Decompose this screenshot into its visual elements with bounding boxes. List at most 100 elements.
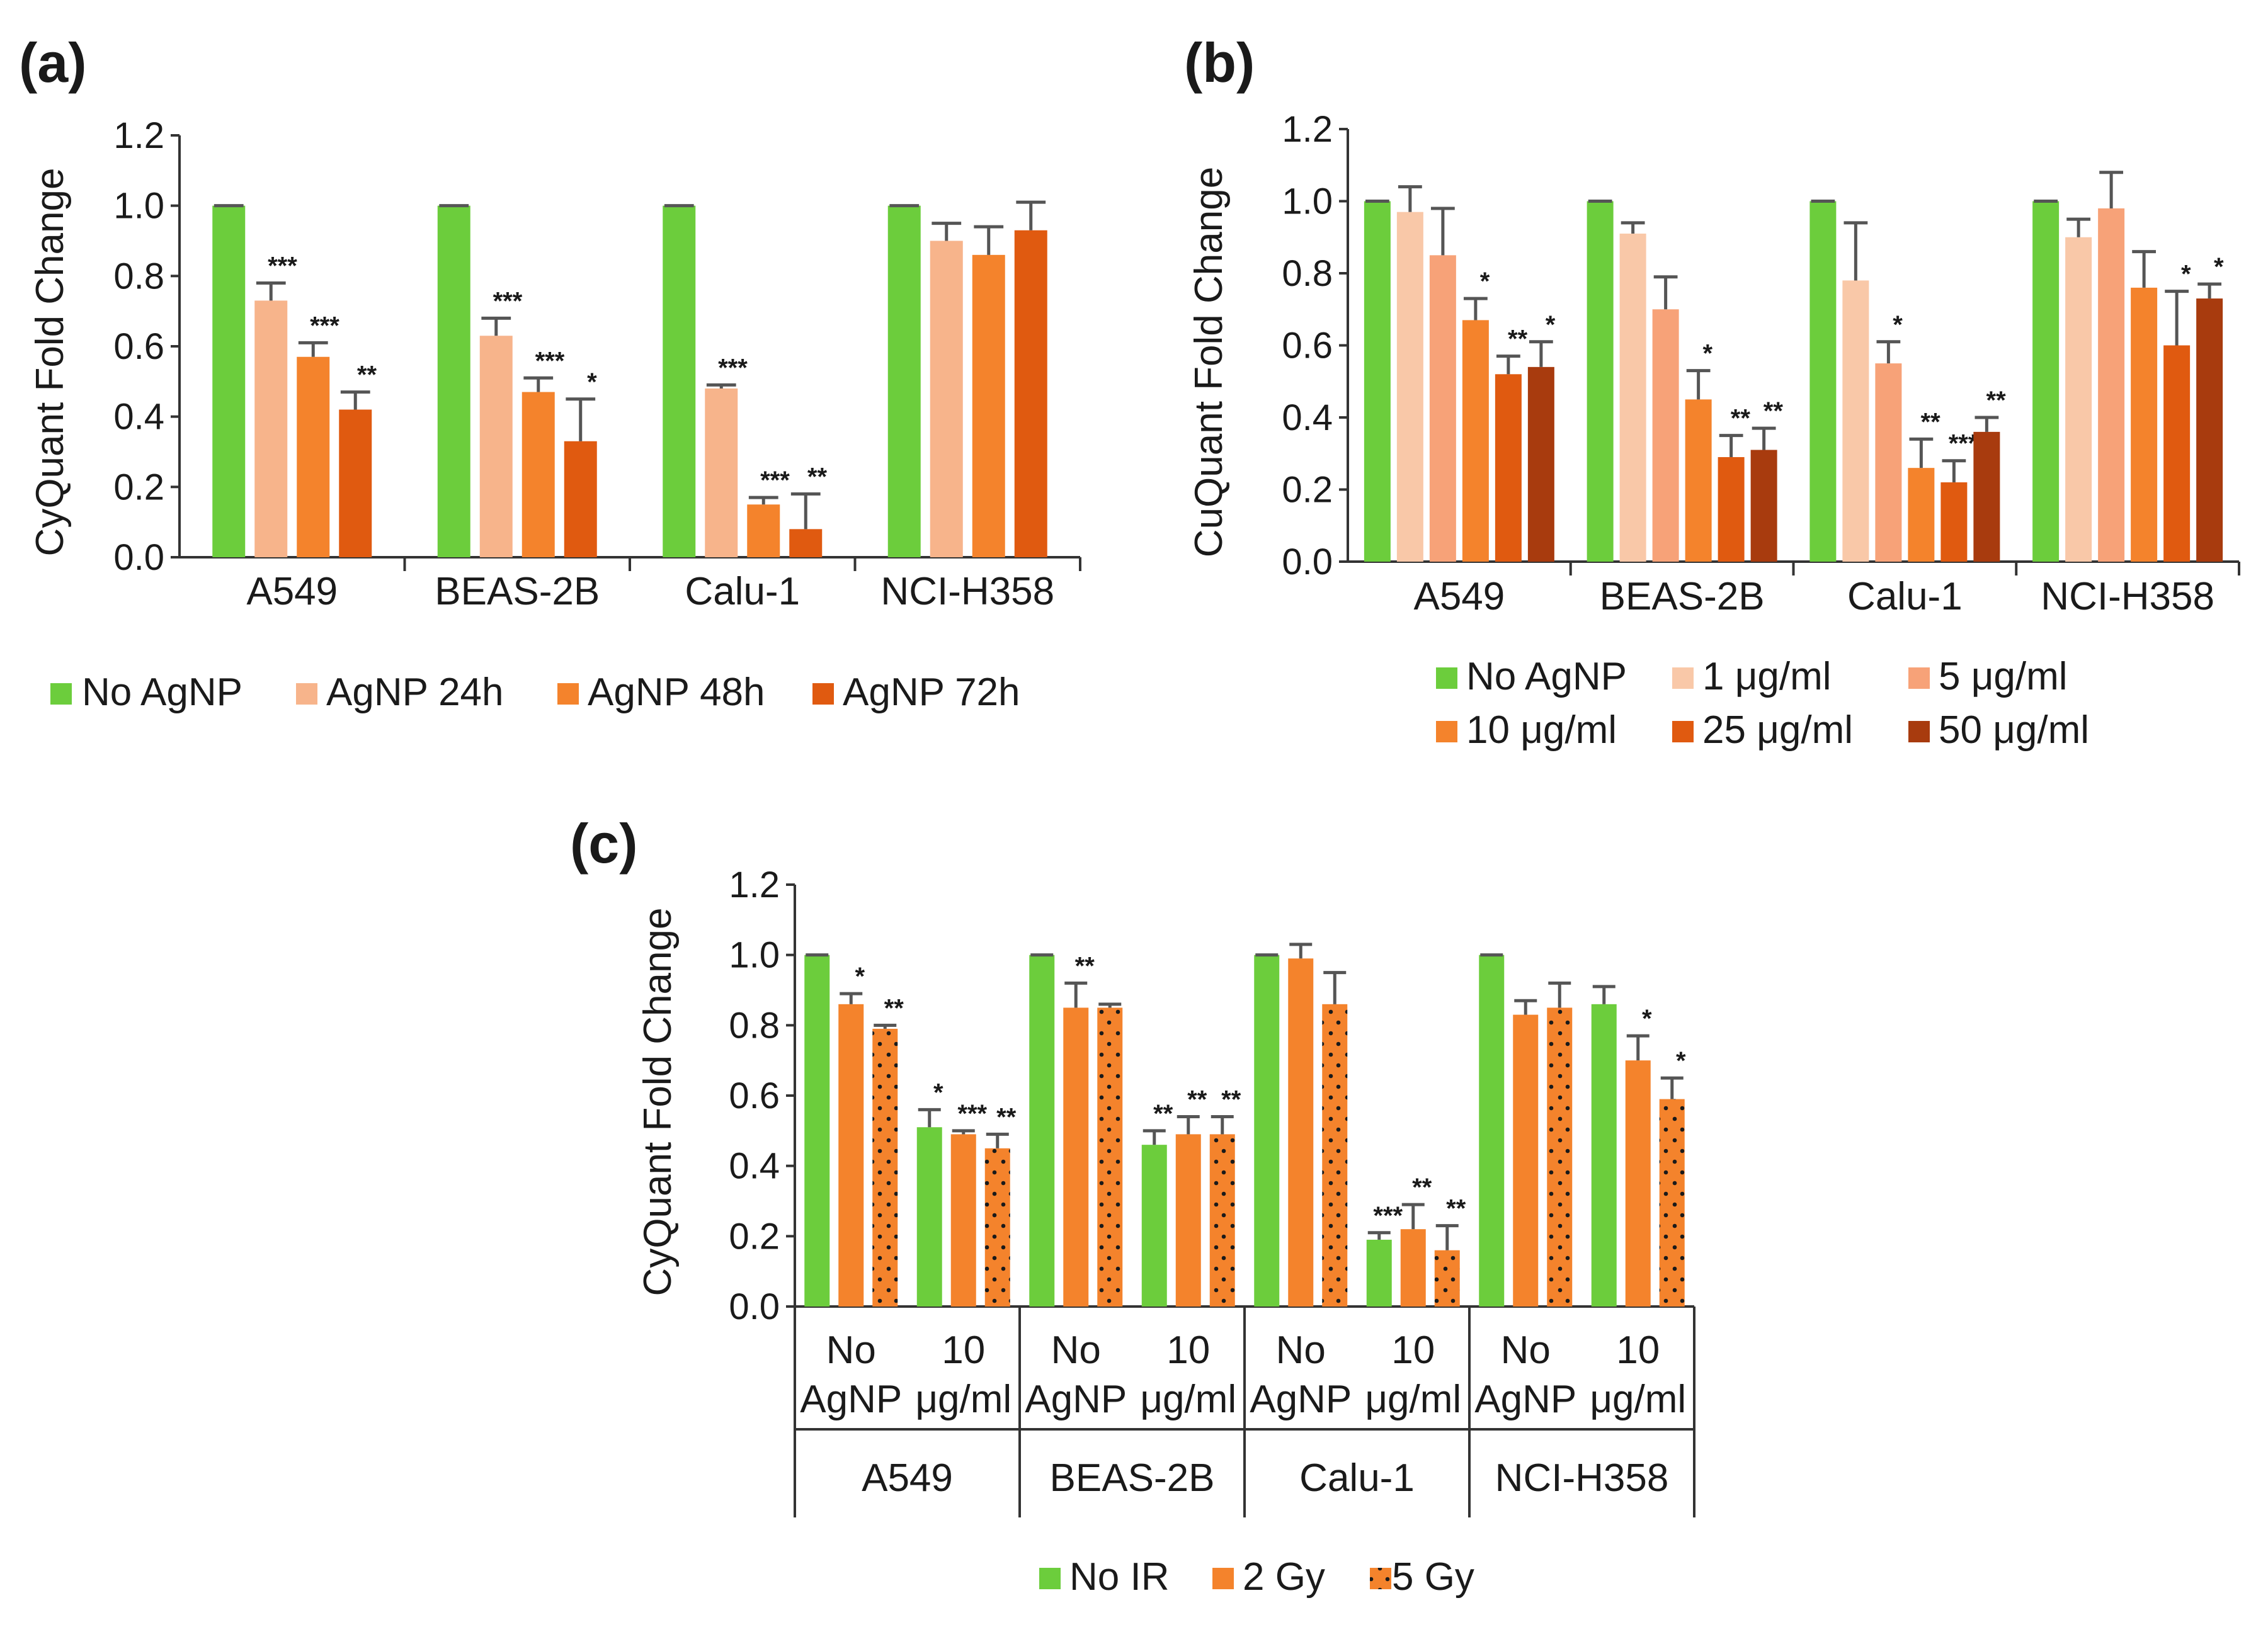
panel-b-legend: No AgNP 1 μg/ml 5 μg/ml 10 μg/ml 25 μg/m… bbox=[1436, 655, 2089, 752]
x-category-label-a549: A549 bbox=[246, 570, 338, 613]
significance-label: ** bbox=[807, 463, 828, 491]
bar-calu-1-agnp-72h bbox=[789, 529, 823, 557]
significance-label: * bbox=[933, 1079, 943, 1106]
bar-beas-2b-5-g-ml bbox=[1652, 309, 1679, 562]
significance-label: *** bbox=[1949, 430, 1978, 458]
bar-a549-agnp-72h bbox=[339, 409, 372, 557]
significance-label: ** bbox=[1187, 1086, 1207, 1114]
bar-calu-1-no-agnp-5-gy bbox=[1322, 1004, 1348, 1307]
bar-a549-no-agnp bbox=[1364, 201, 1391, 562]
significance-label: *** bbox=[957, 1100, 987, 1128]
x-subcategory-label-line1: No bbox=[826, 1329, 876, 1372]
significance-label: ** bbox=[1508, 326, 1528, 353]
y-tick-label: 1.2 bbox=[113, 115, 164, 156]
bar-beas-2b-no-agnp-5-gy bbox=[1097, 1007, 1123, 1307]
x-subcategory-label-line1: 10 bbox=[1391, 1329, 1435, 1372]
significance-label: *** bbox=[718, 354, 748, 382]
panel-a-label: (a) bbox=[19, 31, 87, 94]
bar-calu-1-10ugml-5-gy bbox=[1434, 1250, 1460, 1307]
panel-c-label: (c) bbox=[570, 812, 638, 875]
significance-label: *** bbox=[310, 312, 339, 339]
bar-nci-h358-10ugml-2-gy bbox=[1625, 1060, 1651, 1307]
bar-calu-1-25-g-ml bbox=[1940, 482, 1968, 562]
significance-label: * bbox=[1676, 1047, 1686, 1075]
y-tick-label: 0.8 bbox=[113, 256, 164, 297]
legend-swatch-2gy bbox=[1212, 1568, 1234, 1589]
significance-label: *** bbox=[535, 347, 565, 375]
legend-label-agnp-48h: AgNP 48h bbox=[588, 671, 765, 714]
bar-calu-1-no-agnp-no-ir bbox=[1254, 955, 1280, 1307]
bar-a549-10-g-ml bbox=[1462, 320, 1489, 562]
significance-label: ** bbox=[1221, 1086, 1241, 1114]
legend-label-agnp-24h: AgNP 24h bbox=[326, 671, 504, 714]
bar-nci-h358-agnp-24h bbox=[930, 241, 963, 557]
y-tick-label: 0.6 bbox=[113, 326, 164, 367]
bar-beas-2b-10ugml-5-gy bbox=[1209, 1134, 1235, 1307]
y-tick-label: 0.4 bbox=[1282, 397, 1333, 438]
x-subcategory-label-line1: No bbox=[1051, 1329, 1101, 1372]
bar-a549-1-g-ml bbox=[1396, 212, 1423, 562]
legend-label-b-10: 10 μg/ml bbox=[1466, 708, 1617, 752]
bar-nci-h358-25-g-ml bbox=[2163, 345, 2191, 562]
legend-label-b-no-agnp: No AgNP bbox=[1466, 655, 1627, 698]
significance-label: ** bbox=[1921, 408, 1941, 436]
bar-beas-2b-agnp-72h bbox=[564, 441, 597, 557]
bar-beas-2b-25-g-ml bbox=[1718, 456, 1745, 562]
y-tick-label: 0.0 bbox=[1282, 541, 1333, 582]
x-subcategory-label-line2: AgNP bbox=[1250, 1378, 1352, 1421]
bar-calu-1-10ugml-2-gy bbox=[1400, 1229, 1426, 1307]
bar-nci-h358-no-agnp bbox=[887, 205, 921, 558]
bar-a549-agnp-24h bbox=[254, 300, 288, 557]
bar-calu-1-no-agnp bbox=[663, 205, 696, 558]
x-subcategory-label-line1: No bbox=[1276, 1329, 1326, 1372]
significance-label: * bbox=[2214, 253, 2224, 281]
x-category-label-calu-1: Calu-1 bbox=[685, 570, 800, 613]
x-subcategory-label-line2: AgNP bbox=[1025, 1378, 1127, 1421]
bar-beas-2b-agnp-24h bbox=[479, 336, 513, 557]
legend-label-b-1: 1 μg/ml bbox=[1702, 655, 1832, 698]
significance-label: * bbox=[1703, 340, 1713, 368]
bar-a549-no-agnp bbox=[212, 205, 246, 558]
legend-label-no-agnp: No AgNP bbox=[82, 671, 242, 714]
bar-nci-h358-10ugml-no-ir bbox=[1591, 1004, 1617, 1307]
y-tick-label: 0.6 bbox=[729, 1075, 780, 1116]
y-tick-label: 0.0 bbox=[113, 537, 164, 578]
x-subcategory-label-line2: μg/ml bbox=[915, 1378, 1011, 1421]
bar-nci-h358-no-agnp-no-ir bbox=[1479, 955, 1505, 1307]
y-tick-label: 1.0 bbox=[1282, 181, 1333, 222]
legend-swatch-b-50 bbox=[1908, 721, 1930, 742]
legend-label-no-ir: No IR bbox=[1069, 1555, 1169, 1599]
significance-label: ** bbox=[996, 1103, 1017, 1131]
legend-label-agnp-72h: AgNP 72h bbox=[843, 671, 1020, 714]
y-tick-label: 0.8 bbox=[729, 1005, 780, 1046]
legend-swatch-b-5 bbox=[1908, 667, 1930, 689]
bar-calu-1-no-agnp-2-gy bbox=[1288, 958, 1314, 1307]
bar-beas-2b-10-g-ml bbox=[1685, 399, 1712, 562]
bar-beas-2b-agnp-48h bbox=[521, 392, 555, 557]
bar-nci-h358-no-agnp-2-gy bbox=[1513, 1014, 1539, 1307]
x-category-label-calu-1: Calu-1 bbox=[1299, 1456, 1415, 1500]
significance-label: ** bbox=[1412, 1174, 1432, 1201]
significance-label: *** bbox=[493, 287, 523, 315]
bar-beas-2b-10ugml-no-ir bbox=[1141, 1145, 1167, 1307]
panel-a-chart: 0.00.20.40.60.81.01.2********A549*******… bbox=[113, 115, 1081, 613]
panel-b-y-axis-title: CuQuant Fold Change bbox=[1187, 167, 1231, 557]
bar-a549-25-g-ml bbox=[1495, 374, 1522, 562]
y-tick-label: 0.4 bbox=[729, 1146, 780, 1187]
panel-c-legend: No IR 2 Gy 5 Gy bbox=[1039, 1555, 1474, 1599]
x-subcategory-label-line1: 10 bbox=[1166, 1329, 1210, 1372]
bar-calu-1-agnp-48h bbox=[747, 504, 780, 557]
y-tick-label: 1.2 bbox=[1282, 109, 1333, 150]
x-subcategory-label-line1: 10 bbox=[942, 1329, 985, 1372]
y-tick-label: 0.6 bbox=[1282, 326, 1333, 366]
legend-label-b-50: 50 μg/ml bbox=[1939, 708, 2089, 752]
significance-label: *** bbox=[268, 252, 297, 280]
x-subcategory-label-line2: μg/ml bbox=[1590, 1378, 1686, 1421]
bar-a549-no-agnp-2-gy bbox=[838, 1004, 864, 1307]
significance-label: * bbox=[587, 368, 597, 396]
y-tick-label: 0.2 bbox=[729, 1216, 780, 1257]
legend-label-b-5: 5 μg/ml bbox=[1939, 655, 2068, 698]
x-subcategory-label-line2: AgNP bbox=[800, 1378, 902, 1421]
y-tick-label: 0.8 bbox=[1282, 253, 1333, 294]
